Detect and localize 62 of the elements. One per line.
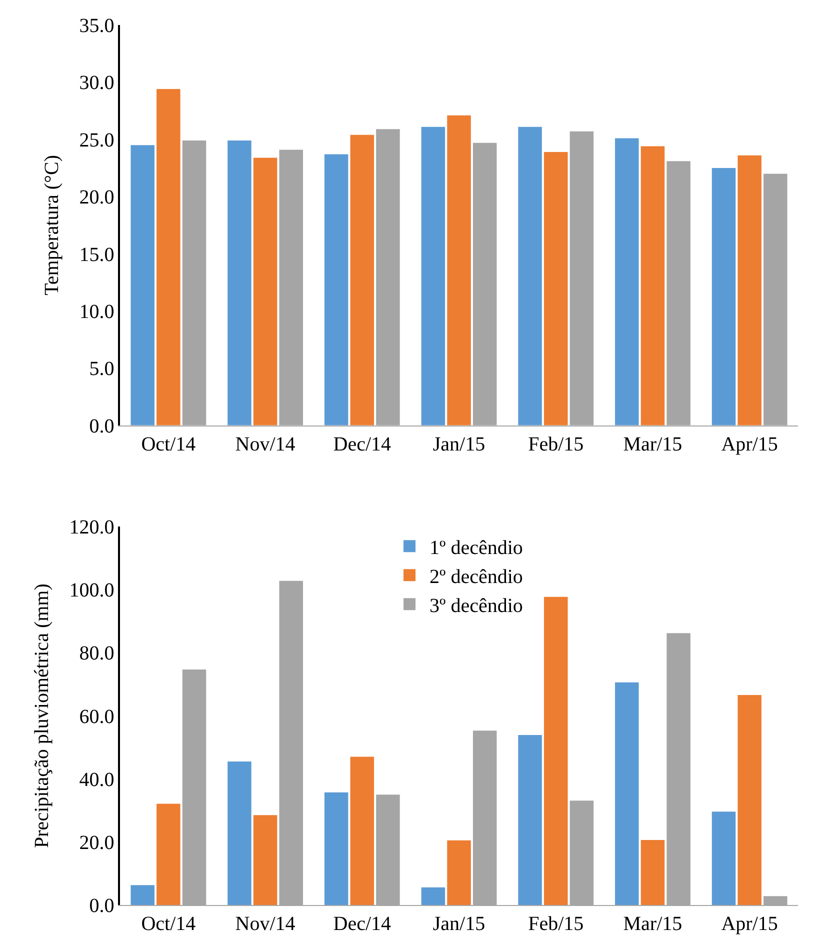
bar [447,115,471,426]
x-tick-label: Mar/15 [623,913,682,935]
bar [350,134,374,426]
y-axis-title: Temperatura (°C) [41,154,64,296]
x-tick-label: Apr/15 [721,433,778,456]
y-tick-label: 35.0 [79,15,114,37]
bar [615,138,639,426]
bar [738,155,762,426]
bar [130,885,154,905]
y-tick-label: 60.0 [79,706,114,728]
bar [421,126,446,426]
bar [544,152,568,426]
x-tick-label: Nov/14 [235,433,296,456]
bar [156,804,180,905]
legend-label: 3º decêndio [430,594,523,617]
y-axis-title: Precipitação pluviométrica (mm) [31,584,54,848]
x-tick-label: Feb/15 [528,433,584,456]
bar [350,756,374,905]
bar [640,146,665,426]
x-tick-label: Oct/14 [141,433,196,456]
y-tick-label: 20.0 [79,186,114,209]
bar [228,762,252,905]
bar [253,158,278,426]
bar [738,694,762,905]
legend-label: 2º decêndio [430,566,523,588]
x-tick-label: Apr/15 [721,913,778,935]
x-tick-label: Feb/15 [528,913,584,935]
y-tick-label: 120.0 [69,516,114,539]
bar [324,792,348,905]
y-tick-label: 80.0 [79,642,114,665]
x-tick-label: Jan/15 [432,433,486,456]
bar [156,89,180,426]
bar [421,887,446,905]
legend-label: 1º decêndio [430,536,523,559]
bar [130,145,154,426]
bar [518,126,542,426]
y-tick-label: 5.0 [89,358,114,380]
bar [712,812,736,905]
bar [712,168,736,426]
y-tick-label: 0.0 [89,415,114,438]
y-tick-label: 30.0 [79,72,114,94]
y-tick-label: 100.0 [69,580,114,602]
x-tick-label: Mar/15 [623,433,682,456]
y-tick-label: 20.0 [79,832,114,854]
x-tick-label: Dec/14 [333,913,392,935]
x-tick-label: Jan/15 [432,913,486,935]
bar [447,840,471,905]
y-tick-label: 25.0 [79,129,114,152]
y-tick-label: 10.0 [79,301,114,323]
bar [640,840,665,905]
x-tick-label: Dec/14 [333,433,392,456]
bar [324,154,348,426]
y-tick-label: 0.0 [89,895,114,917]
bar [518,735,542,905]
y-tick-label: 40.0 [79,768,114,791]
bar [544,596,568,905]
bar [253,815,278,905]
bar [615,682,639,905]
bar [228,140,252,426]
y-tick-label: 15.0 [79,244,114,266]
x-tick-label: Nov/14 [235,913,296,935]
x-tick-label: Oct/14 [141,913,196,935]
